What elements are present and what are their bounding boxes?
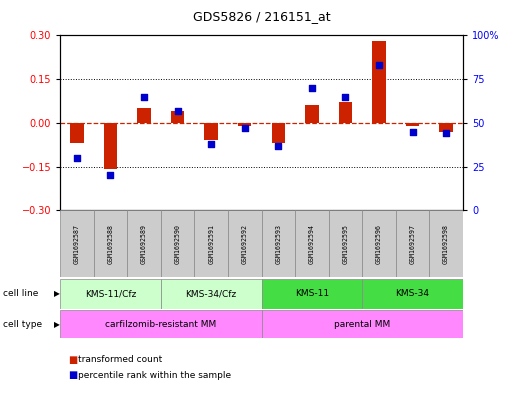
Point: [408, 129, 417, 135]
Text: ▶: ▶: [53, 289, 60, 298]
Point: [341, 94, 349, 100]
Text: GSM1692589: GSM1692589: [141, 224, 147, 264]
Bar: [271, 123, 285, 143]
Bar: [362, 210, 396, 277]
Bar: [94, 210, 127, 277]
Text: ■: ■: [68, 354, 77, 365]
Text: GSM1692588: GSM1692588: [108, 224, 113, 264]
Text: cell line: cell line: [3, 289, 38, 298]
Text: ■: ■: [68, 370, 77, 380]
Bar: [60, 210, 94, 277]
Text: KMS-34: KMS-34: [395, 289, 429, 298]
Text: KMS-11/Cfz: KMS-11/Cfz: [85, 289, 136, 298]
Text: GSM1692587: GSM1692587: [74, 224, 80, 264]
Text: KMS-34/Cfz: KMS-34/Cfz: [186, 289, 237, 298]
Bar: [305, 105, 319, 123]
Bar: [372, 41, 385, 123]
Bar: [104, 123, 117, 169]
Text: parental MM: parental MM: [334, 320, 390, 329]
Bar: [328, 210, 362, 277]
Text: GSM1692595: GSM1692595: [343, 224, 348, 264]
Point: [375, 62, 383, 68]
Text: GSM1692593: GSM1692593: [275, 224, 281, 264]
Bar: [295, 210, 328, 277]
Text: carfilzomib-resistant MM: carfilzomib-resistant MM: [105, 320, 217, 329]
Bar: [60, 279, 161, 309]
Text: transformed count: transformed count: [78, 355, 163, 364]
Bar: [262, 279, 362, 309]
Text: cell type: cell type: [3, 320, 42, 329]
Bar: [396, 210, 429, 277]
Point: [106, 172, 115, 178]
Bar: [262, 210, 295, 277]
Bar: [161, 279, 262, 309]
Bar: [60, 310, 262, 338]
Text: KMS-11: KMS-11: [295, 289, 329, 298]
Bar: [439, 123, 453, 132]
Text: ▶: ▶: [53, 320, 60, 329]
Text: GSM1692592: GSM1692592: [242, 224, 248, 264]
Text: GDS5826 / 216151_at: GDS5826 / 216151_at: [192, 10, 331, 23]
Point: [308, 85, 316, 91]
Point: [73, 154, 81, 161]
Text: GSM1692590: GSM1692590: [175, 224, 180, 264]
Text: percentile rank within the sample: percentile rank within the sample: [78, 371, 232, 380]
Bar: [362, 279, 463, 309]
Bar: [339, 103, 352, 123]
Bar: [204, 123, 218, 140]
Bar: [406, 123, 419, 126]
Point: [140, 94, 148, 100]
Bar: [127, 210, 161, 277]
Bar: [228, 210, 262, 277]
Bar: [238, 123, 252, 126]
Point: [274, 142, 282, 149]
Bar: [138, 108, 151, 123]
Point: [207, 141, 215, 147]
Text: GSM1692591: GSM1692591: [208, 224, 214, 264]
Text: GSM1692598: GSM1692598: [443, 224, 449, 264]
Point: [241, 125, 249, 131]
Text: GSM1692597: GSM1692597: [410, 224, 415, 264]
Point: [174, 107, 182, 114]
Bar: [195, 210, 228, 277]
Bar: [171, 111, 184, 123]
Text: GSM1692596: GSM1692596: [376, 224, 382, 264]
Bar: [161, 210, 195, 277]
Bar: [429, 210, 463, 277]
Text: GSM1692594: GSM1692594: [309, 224, 315, 264]
Bar: [262, 310, 463, 338]
Point: [442, 130, 450, 136]
Bar: [70, 123, 84, 143]
